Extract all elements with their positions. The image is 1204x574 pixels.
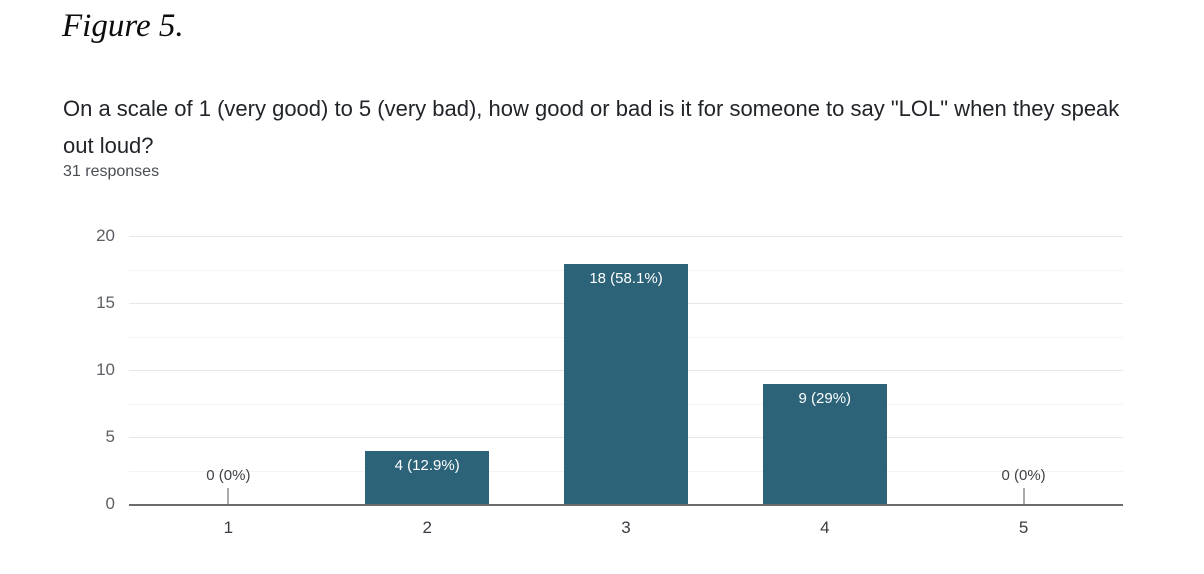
x-axis-tick-label: 1 [223, 518, 234, 537]
zero-value-tick [227, 488, 230, 504]
bar-value-label: 18 (58.1%) [589, 269, 663, 287]
y-axis-tick-label: 10 [96, 360, 115, 379]
bar-category-2 [365, 451, 490, 505]
x-axis-tick-label: 5 [1018, 518, 1029, 537]
zero-value-tick [1022, 488, 1025, 504]
y-axis-tick-label: 15 [96, 293, 115, 312]
bar-category-3 [564, 263, 688, 505]
zero-value-label: 0 (0%) [1001, 467, 1046, 484]
zero-value-label: 0 (0%) [206, 467, 251, 484]
y-axis-tick-label: 0 [105, 494, 115, 513]
y-axis-tick-label: 20 [96, 226, 115, 245]
y-axis-tick-label: 5 [105, 427, 115, 446]
x-axis-tick-label: 4 [820, 518, 830, 537]
responses-count: 31 responses [63, 163, 160, 180]
x-axis-baseline [129, 504, 1123, 506]
bar-category-4 [762, 384, 887, 505]
figure-caption: Figure 5. [62, 8, 184, 44]
x-axis-tick-label: 3 [621, 518, 631, 537]
bar-chart: 0 5 10 15 20 1 0 (0%) 2 4 (12.9%) 3 18 (58.1%) 4 9 (… [96, 226, 1123, 537]
x-axis-tick-label: 2 [422, 518, 432, 537]
bar-value-label: 4 (12.9%) [394, 457, 460, 475]
bar-value-label: 9 (29%) [798, 390, 852, 408]
question-title: On a scale of 1 (very good) to 5 (very b… [63, 96, 1120, 158]
major-gridline [129, 236, 1123, 237]
